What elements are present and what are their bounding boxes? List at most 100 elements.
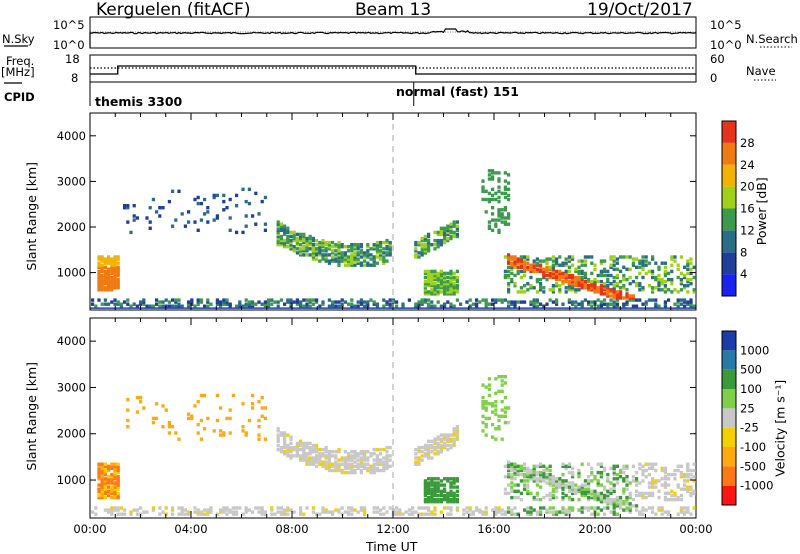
echo-cell [449,271,453,276]
echo-cell [609,487,613,491]
echo-cell [183,508,187,512]
echo-cell [385,458,389,462]
echo-cell [257,433,261,437]
echo-cell [372,245,376,249]
echo-cell [497,214,501,218]
echo-cell [423,282,427,286]
echo-cell [580,510,584,514]
echo-cell [606,277,610,282]
echo-cell [516,261,520,265]
echo-cell [129,510,133,514]
echo-cell [283,240,287,245]
echo-cell [583,483,587,487]
echo-cell [516,512,520,516]
echo-cell [340,506,344,510]
echo-cell [359,464,363,468]
echo-cell [318,456,322,460]
echo-cell [196,298,200,302]
echo-cell [276,447,280,452]
echo-cell [276,230,280,235]
echo-cell [551,479,555,483]
echo-cell [276,300,280,304]
echo-cell [641,479,645,483]
power-colorbar-swatch [722,121,736,143]
echo-cell [247,300,251,304]
echo-cell [494,404,498,408]
echo-cell [590,282,594,286]
echo-cell [638,271,642,276]
echo-cell [507,468,511,473]
echo-cell [500,379,504,383]
echo-cell [199,218,203,222]
echo-cell [638,466,642,471]
echo-cell [439,489,443,493]
echo-cell [679,282,683,286]
echo-cell [113,273,117,278]
echo-cell [567,298,571,302]
echo-cell [452,491,456,496]
echo-cell [302,238,306,243]
echo-cell [289,454,293,458]
echo-cell [302,234,306,239]
echo-cell [619,497,623,502]
echo-cell [580,491,584,496]
echo-cell [222,208,226,212]
echo-cell [491,402,495,406]
echo-cell [260,510,264,514]
echo-cell [327,304,331,308]
echo-cell [449,445,453,450]
echo-cell [334,304,338,308]
echo-cell [657,273,661,278]
echo-cell [302,249,306,253]
echo-cell [686,300,690,304]
echo-cell [606,304,610,308]
echo-cell [686,485,690,489]
echo-cell [340,470,344,475]
echo-cell [510,271,514,276]
echo-cell [561,510,565,514]
echo-cell [337,257,341,261]
echo-cell [382,462,386,466]
echo-cell [494,191,498,196]
echo-cell [385,460,389,464]
echo-cell [497,298,501,302]
echo-cell [625,479,629,483]
echo-cell [596,481,600,485]
echo-cell [571,485,575,489]
echo-cell [567,259,571,263]
echo-cell [110,512,114,516]
echo-cell [510,489,514,493]
echo-cell [651,275,655,280]
echo-cell [436,245,440,249]
echo-cell [283,245,287,249]
echo-cell [423,500,427,504]
echo-cell [100,275,104,280]
echo-cell [452,431,456,435]
echo-cell [295,240,299,245]
echo-cell [535,483,539,487]
echo-cell [385,253,389,257]
echo-cell [430,479,434,483]
echo-cell [382,466,386,471]
echo-cell [599,271,603,276]
echo-cell [539,497,543,502]
echo-cell [436,240,440,245]
echo-cell [503,491,507,496]
echo-cell [110,472,114,477]
echo-cell [651,286,655,290]
echo-cell [430,277,434,282]
echo-cell [590,255,594,259]
echo-cell [299,441,303,446]
echo-cell [497,208,501,212]
echo-cell [382,251,386,255]
echo-cell [331,468,335,473]
echo-cell [539,462,543,466]
echo-cell [580,269,584,274]
echo-cell [139,395,143,400]
echo-cell [398,512,402,516]
echo-cell [375,243,379,247]
echo-cell [657,489,661,493]
echo-cell [299,447,303,452]
echo-cell [427,500,431,504]
echo-cell [571,279,575,284]
